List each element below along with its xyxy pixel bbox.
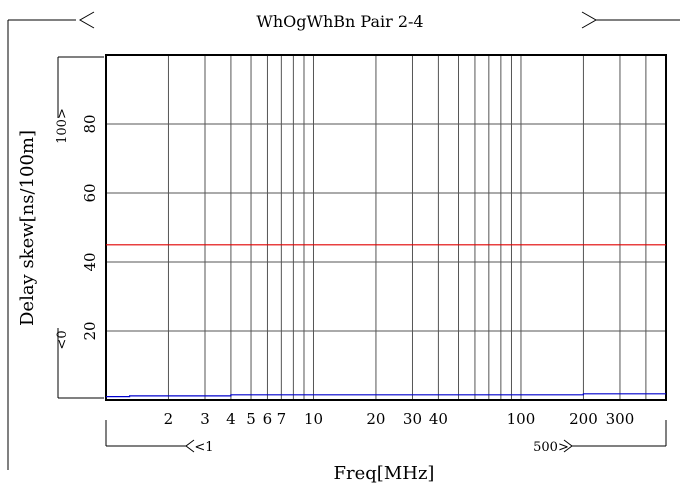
plot-area-border (105, 54, 667, 401)
x-tick-label: 2 (164, 410, 174, 428)
x-tick-label: 30 (403, 410, 422, 428)
x-range-max-marker: 500> (533, 440, 569, 455)
x-tick-label: 3 (200, 410, 210, 428)
x-tick-label: 20 (366, 410, 385, 428)
chart-title: WhOgWhBn Pair 2-4 (256, 12, 423, 31)
x-tick-label: 4 (226, 410, 236, 428)
y-tick-label: 40 (81, 252, 99, 271)
y-range-max-marker: 100> (55, 108, 70, 144)
x-tick-label: 100 (507, 410, 536, 428)
x-range-min-marker: <1 (194, 440, 213, 455)
frame-decoration (7, 11, 680, 470)
y-range-min-marker: <0 (55, 330, 70, 349)
x-tick-label: 7 (277, 410, 287, 428)
y-axis-label: Delay skew[ns/100m] (17, 130, 38, 326)
x-tick-label: 200 (569, 410, 598, 428)
x-gridlines (167, 55, 647, 400)
y-tick-label: 60 (81, 183, 99, 202)
x-tick-label: 300 (606, 410, 635, 428)
x-tick-label: 40 (429, 410, 448, 428)
y-tick-label: 80 (81, 114, 99, 133)
series-line-2 (106, 393, 666, 398)
y-tick-labels: 20 40 60 80 (81, 114, 99, 340)
x-tick-labels: 2 3 4 5 6 7 10 20 30 40 100 200 300 (164, 410, 635, 428)
x-tick-label: 10 (304, 410, 323, 428)
y-tick-label: 20 (81, 321, 99, 340)
x-axis-label: Freq[MHz] (334, 463, 435, 484)
x-tick-label: 5 (246, 410, 256, 428)
series-layer (106, 244, 666, 398)
y-gridlines (106, 123, 666, 332)
x-tick-label: 6 (263, 410, 273, 428)
